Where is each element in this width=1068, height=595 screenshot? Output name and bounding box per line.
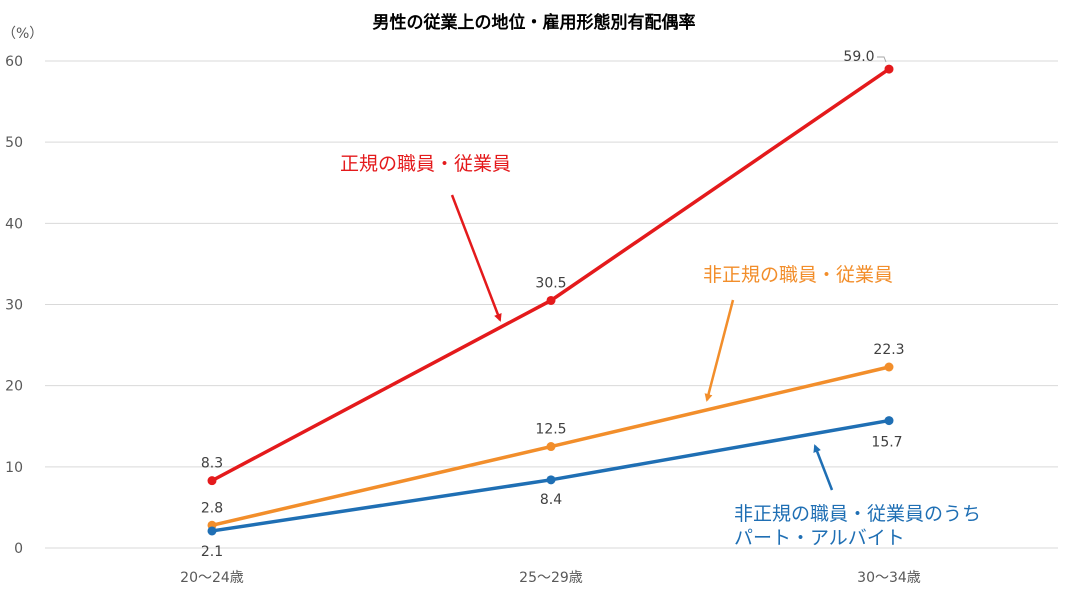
data-point (207, 476, 217, 486)
data-label: 15.7 (871, 435, 902, 451)
data-point (884, 416, 894, 426)
series-annotation-label: 正規の職員・従業員 (340, 153, 511, 175)
data-point (884, 362, 894, 372)
annotation-arrow (813, 444, 834, 491)
series-annotation-label: パート・アルバイト (734, 527, 905, 549)
x-tick-label: 30〜34歳 (857, 570, 921, 586)
leader-line (877, 56, 887, 63)
series-annotation-label: 非正規の職員・従業員のうち (734, 503, 981, 525)
y-tick-label: 40 (5, 216, 23, 232)
data-point (207, 526, 217, 536)
annotation-arrow (704, 299, 735, 402)
data-label: 22.3 (873, 342, 904, 358)
series-annotation-label: 非正規の職員・従業員 (703, 264, 893, 286)
y-tick-label: 0 (14, 541, 23, 557)
data-label: 8.3 (201, 456, 223, 472)
data-label: 12.5 (535, 422, 566, 438)
y-tick-label: 10 (5, 460, 23, 476)
y-axis-unit: （%） (2, 26, 43, 42)
data-label: 59.0 (843, 49, 874, 65)
data-point (546, 295, 556, 305)
data-label: 2.1 (201, 544, 223, 560)
data-label: 8.4 (540, 492, 562, 508)
data-label: 30.5 (535, 275, 566, 291)
data-point (884, 64, 894, 74)
data-point (546, 442, 556, 452)
x-tick-label: 20〜24歳 (180, 570, 244, 586)
y-tick-label: 50 (5, 135, 23, 151)
y-tick-label: 20 (5, 379, 23, 395)
annotation-arrow (450, 194, 502, 322)
data-label: 2.8 (201, 500, 223, 516)
data-point (546, 475, 556, 485)
y-tick-label: 60 (5, 54, 23, 70)
y-tick-label: 30 (5, 298, 23, 314)
chart-title: 男性の従業上の地位・雇用形態別有配偶率 (373, 12, 696, 33)
x-tick-label: 25〜29歳 (519, 570, 583, 586)
